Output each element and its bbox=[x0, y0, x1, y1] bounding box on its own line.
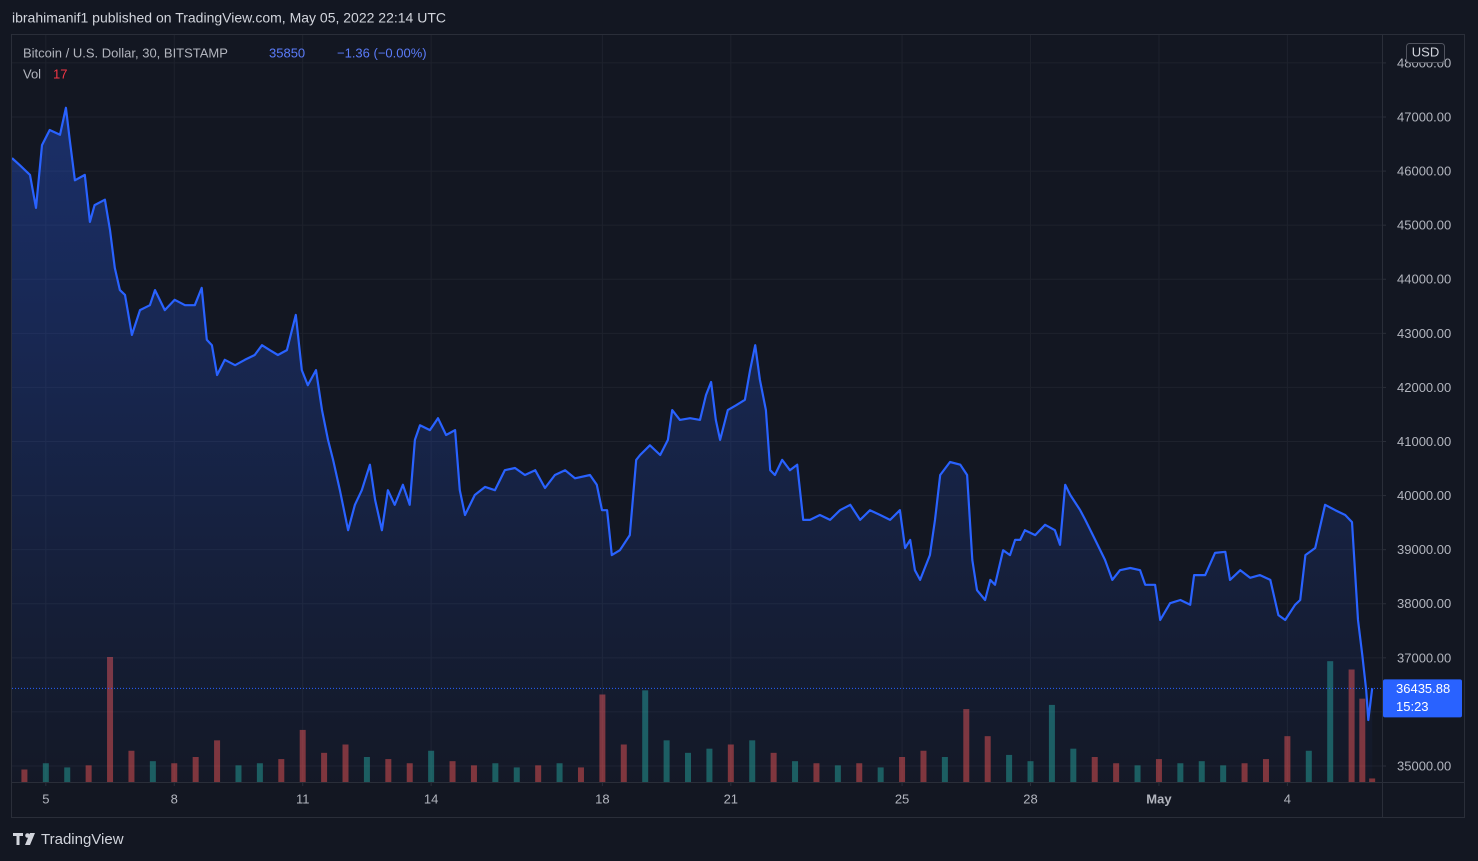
axes: 35000.0036000.0037000.0038000.0039000.00… bbox=[42, 55, 1462, 806]
y-tick-label: 37000.00 bbox=[1397, 650, 1451, 665]
brand-logo bbox=[13, 833, 35, 845]
last-price-label: 36435.88 bbox=[1396, 681, 1450, 696]
x-tick-label: 14 bbox=[424, 791, 438, 806]
x-tick-label: 18 bbox=[595, 791, 609, 806]
y-tick-label: 39000.00 bbox=[1397, 542, 1451, 557]
y-tick-label: 47000.00 bbox=[1397, 109, 1451, 124]
x-tick-label: 25 bbox=[895, 791, 909, 806]
y-tick-label: 35000.00 bbox=[1397, 758, 1451, 773]
price-area bbox=[12, 107, 1373, 782]
x-tick-label: 28 bbox=[1023, 791, 1037, 806]
published-line: ibrahimanif1 published on TradingView.co… bbox=[12, 10, 446, 26]
countdown-label: 15:23 bbox=[1396, 699, 1429, 714]
last-price-box bbox=[1383, 679, 1462, 718]
x-tick-label: 21 bbox=[724, 791, 738, 806]
y-tick-label: 40000.00 bbox=[1397, 488, 1451, 503]
y-tick-label: 42000.00 bbox=[1397, 380, 1451, 395]
volume-legend-name: Vol bbox=[23, 66, 41, 81]
y-tick-label: 38000.00 bbox=[1397, 596, 1451, 611]
brand-name: TradingView bbox=[41, 831, 124, 848]
legend-change: −1.36 (−0.00%) bbox=[337, 45, 427, 60]
panel-border bbox=[11, 34, 1465, 818]
y-tick-label: 46000.00 bbox=[1397, 164, 1451, 179]
currency-label[interactable]: USD bbox=[1412, 44, 1439, 59]
price-pane bbox=[12, 106, 1382, 782]
y-tick-label: 45000.00 bbox=[1397, 218, 1451, 233]
price-line bbox=[12, 106, 1374, 722]
x-tick-label: 5 bbox=[42, 791, 49, 806]
symbol-title: Bitcoin / U.S. Dollar, 30, BITSTAMP bbox=[23, 45, 228, 60]
y-tick-label: 41000.00 bbox=[1397, 434, 1451, 449]
legend-price: 35850 bbox=[269, 45, 305, 60]
x-tick-label: 11 bbox=[296, 791, 310, 806]
y-tick-label: 43000.00 bbox=[1397, 326, 1451, 341]
y-tick-label: 44000.00 bbox=[1397, 272, 1451, 287]
x-tick-label: 8 bbox=[171, 791, 178, 806]
x-tick-label: 4 bbox=[1284, 791, 1291, 806]
volume-legend-value: 17 bbox=[53, 66, 67, 81]
x-tick-label: May bbox=[1146, 791, 1172, 806]
currency-box[interactable] bbox=[1406, 43, 1445, 63]
